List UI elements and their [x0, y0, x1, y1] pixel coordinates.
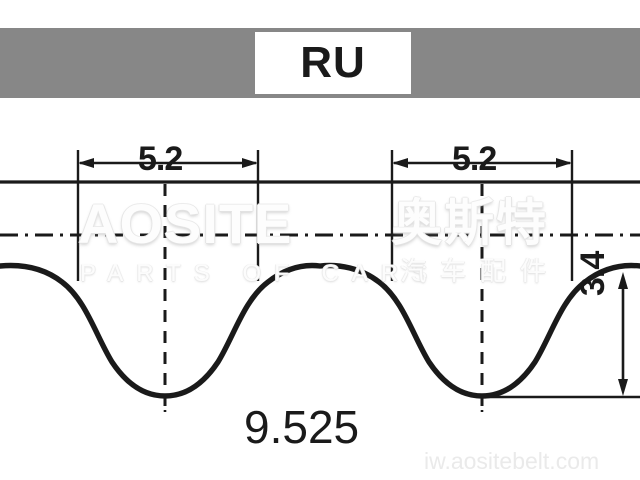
page-title: RU: [300, 38, 366, 87]
dimension-overall-pitch: [163, 410, 484, 412]
dimension-label-pitch-left: 5.2: [138, 140, 183, 178]
dimension-label-overall-pitch: 9.525: [244, 401, 360, 453]
dimension-label-pitch-right: 5.2: [452, 140, 497, 178]
dimension-pitch-left: [78, 158, 258, 168]
dimension-belt-height: [485, 272, 640, 399]
dimension-pitch-right: [392, 158, 572, 168]
belt-tooth-profile: [0, 262, 640, 399]
dimension-label-belt-height: 3.4: [574, 251, 612, 296]
header-title-box: RU: [255, 32, 411, 94]
